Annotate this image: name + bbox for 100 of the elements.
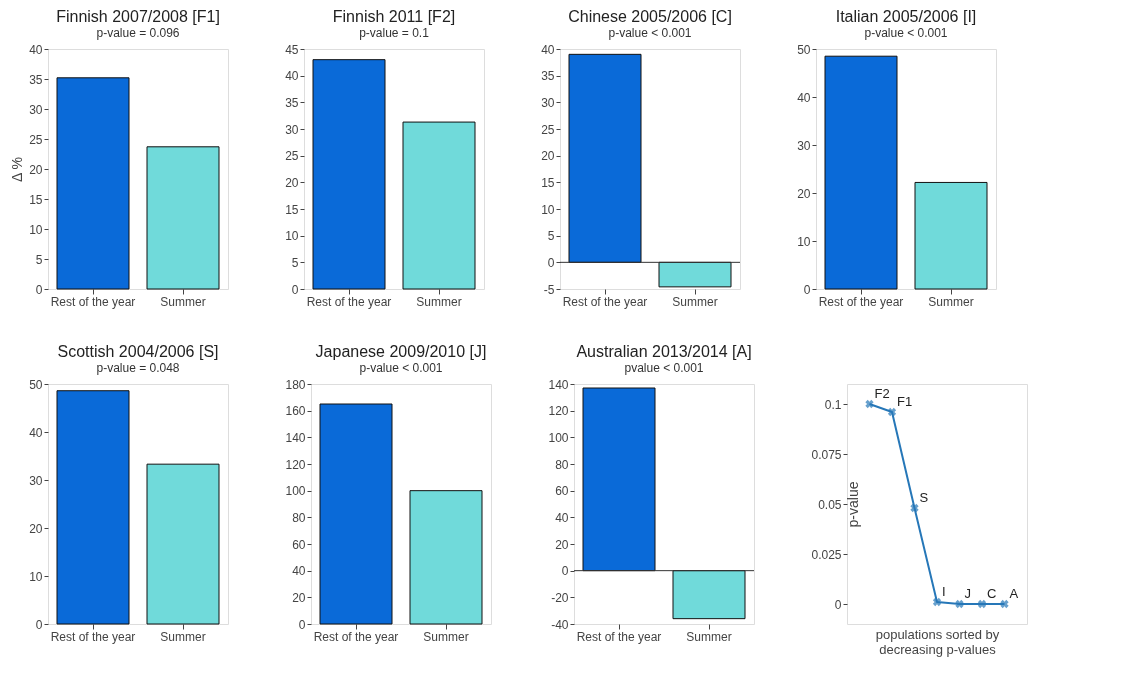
y-tick-label: 50 [29, 377, 43, 392]
y-tick-label: 0 [298, 617, 306, 632]
y-tick-label: 80 [292, 510, 306, 525]
chart-subtitle: p-value = 0.1 [359, 26, 430, 40]
y-tick-label: 50 [797, 42, 811, 57]
x-tick-label: Summer [928, 294, 974, 309]
y-tick-label: 0 [803, 282, 811, 297]
chart-subtitle: p-value < 0.001 [359, 361, 443, 375]
y-tick-label: 30 [797, 138, 811, 153]
chart-subtitle: p-value < 0.001 [608, 26, 692, 40]
y-tick-label: 30 [541, 95, 555, 110]
y-tick-label: 120 [285, 457, 306, 472]
y-tick-label: 40 [555, 510, 569, 525]
y-tick-label: 15 [541, 175, 555, 190]
y-tick-label: 15 [29, 192, 43, 207]
annotation: J [964, 586, 971, 601]
x-tick-label: Summer [423, 629, 469, 644]
y-tick-label: 35 [285, 95, 299, 110]
y-tick-label: 25 [285, 149, 299, 164]
y-tick-label: 0.1 [824, 397, 842, 412]
y-tick-label: 0 [547, 255, 555, 270]
y-tick-label: 25 [29, 132, 43, 147]
x-axis-title: populations sorted by decreasing p-values [875, 626, 1000, 657]
x-tick-label: Rest of the year [818, 294, 904, 309]
chart-title: Japanese 2009/2010 [J] [315, 343, 487, 360]
annotation: A [1009, 586, 1019, 601]
y-tick-label: 80 [555, 457, 569, 472]
point [887, 407, 897, 417]
y-tick-label: 15 [285, 202, 299, 217]
annotation: C [987, 586, 997, 601]
y-tick-label: 10 [29, 222, 43, 237]
chart-title: Scottish 2004/2006 [S] [57, 343, 219, 360]
y-tick-label: 20 [29, 162, 43, 177]
y-tick-label: 140 [548, 377, 569, 392]
y-tick-label: 40 [797, 90, 811, 105]
x-tick-label: Summer [672, 294, 718, 309]
y-axis-title: p-value [845, 481, 862, 528]
x-tick-label: Rest of the year [576, 629, 662, 644]
y-tick-label: 0 [834, 597, 842, 612]
y-tick-label: 140 [285, 430, 306, 445]
y-tick-label: 20 [797, 186, 811, 201]
x-tick-label: Summer [686, 629, 732, 644]
chart-subtitle: p-value = 0.096 [96, 26, 180, 40]
x-tick-label: Rest of the year [50, 629, 136, 644]
chart-title: Chinese 2005/2006 [C] [568, 8, 732, 25]
y-tick-label: 120 [548, 404, 569, 419]
y-tick-label: 40 [541, 42, 555, 57]
y-tick-label: 40 [292, 564, 306, 579]
chart-title: Australian 2013/2014 [A] [576, 343, 752, 360]
x-tick-label: Rest of the year [562, 294, 648, 309]
point [977, 599, 987, 609]
x-tick-label: Summer [416, 294, 462, 309]
y-axis-title: Δ % [9, 157, 26, 182]
y-tick-label: 0.025 [811, 547, 842, 562]
y-tick-label: 20 [555, 537, 569, 552]
y-tick-label: 35 [29, 72, 43, 87]
y-tick-label: 0 [35, 282, 43, 297]
point [932, 597, 942, 607]
y-tick-label: 0.05 [818, 497, 842, 512]
y-tick-label: 0 [35, 617, 43, 632]
y-tick-label: 60 [292, 537, 306, 552]
y-tick-label: 0 [561, 564, 569, 579]
y-tick-label: 20 [292, 590, 306, 605]
y-tick-label: -40 [551, 617, 569, 632]
x-tick-label: Rest of the year [313, 629, 399, 644]
annotation: F1 [897, 394, 913, 409]
y-tick-label: 5 [35, 252, 43, 267]
y-tick-label: 60 [555, 484, 569, 499]
y-tick-label: 10 [541, 202, 555, 217]
chart-title: Italian 2005/2006 [I] [835, 8, 977, 25]
y-tick-label: 20 [541, 149, 555, 164]
chart-title: Finnish 2011 [F2] [332, 8, 456, 25]
y-tick-label: 160 [285, 404, 306, 419]
y-tick-label: 100 [285, 484, 306, 499]
x-tick-label: Rest of the year [306, 294, 392, 309]
x-tick-label: Summer [160, 294, 206, 309]
y-tick-label: 25 [541, 122, 555, 137]
y-tick-label: 20 [29, 521, 43, 536]
y-tick-label: 40 [29, 42, 43, 57]
y-tick-label: 45 [285, 42, 299, 57]
y-tick-label: 40 [29, 425, 43, 440]
y-tick-label: 10 [797, 234, 811, 249]
annotation: F2 [874, 386, 890, 401]
x-tick-label: Rest of the year [50, 294, 136, 309]
y-tick-label: -5 [543, 282, 555, 297]
annotation: S [919, 490, 929, 505]
y-tick-label: 40 [285, 69, 299, 84]
y-tick-label: 30 [29, 473, 43, 488]
y-tick-label: 10 [285, 229, 299, 244]
chart-title: Finnish 2007/2008 [F1] [56, 8, 220, 25]
y-tick-label: 5 [291, 255, 299, 270]
y-tick-label: 20 [285, 175, 299, 190]
y-tick-label: 5 [547, 229, 555, 244]
y-tick-label: 0.075 [811, 447, 842, 462]
chart-subtitle: p-value = 0.048 [96, 361, 180, 375]
y-tick-label: 100 [548, 430, 569, 445]
chart-subtitle: pvalue < 0.001 [624, 361, 704, 375]
x-tick-label: Summer [160, 629, 206, 644]
y-tick-label: 0 [291, 282, 299, 297]
y-tick-label: 10 [29, 569, 43, 584]
